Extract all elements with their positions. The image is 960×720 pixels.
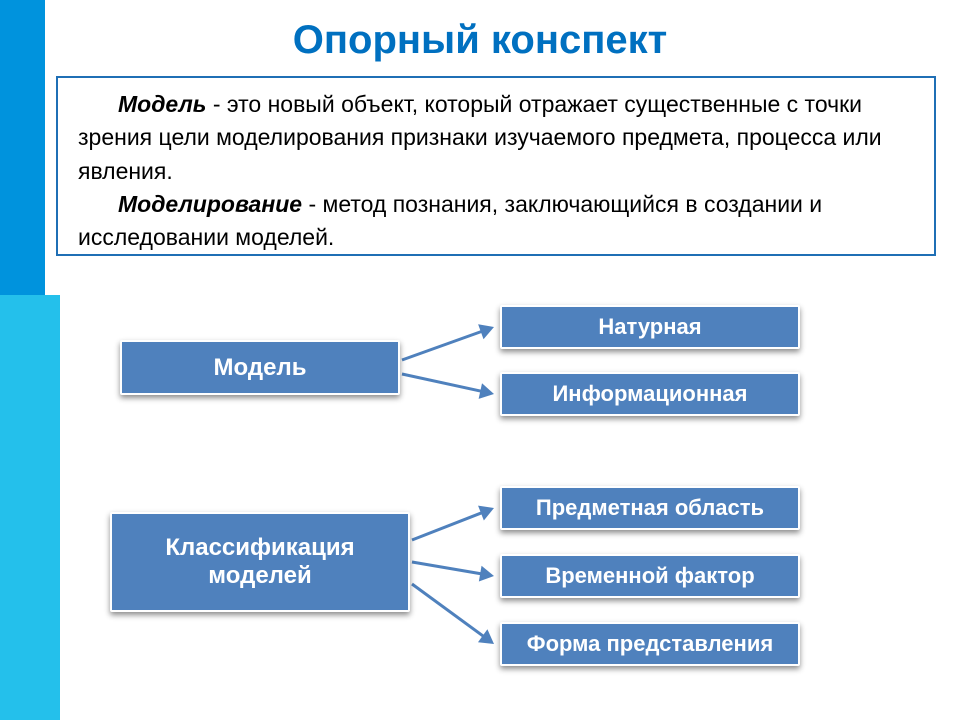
node-model: Модель — [120, 340, 400, 395]
slide-canvas: Опорный конспект Модель - это новый объе… — [0, 0, 960, 720]
term-model: Модель — [118, 91, 206, 117]
page-title: Опорный конспект — [0, 18, 960, 63]
node-information: Информационная — [500, 372, 800, 416]
node-form: Форма представления — [500, 622, 800, 666]
definition-para-1: Модель - это новый объект, который отраж… — [78, 88, 920, 188]
definition-box: Модель - это новый объект, который отраж… — [56, 76, 936, 256]
node-time: Временной фактор — [500, 554, 800, 598]
node-classif: Классификация моделей — [110, 512, 410, 612]
definition-para-2: Моделирование - метод познания, заключаю… — [78, 188, 920, 255]
node-natural: Натурная — [500, 305, 800, 349]
term-modeling: Моделирование — [118, 191, 302, 217]
side-strip-light — [0, 295, 60, 720]
node-domain: Предметная область — [500, 486, 800, 530]
